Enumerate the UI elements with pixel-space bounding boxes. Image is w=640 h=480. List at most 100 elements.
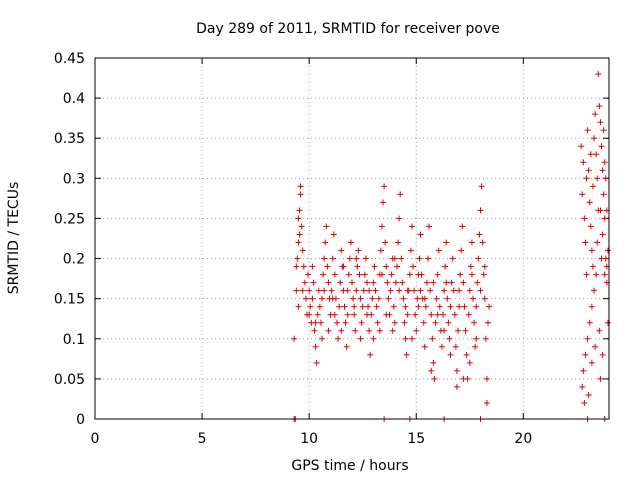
- y-tick-label: 0.25: [54, 211, 85, 227]
- data-point: [310, 279, 317, 286]
- data-point: [297, 183, 304, 190]
- data-point: [434, 271, 441, 278]
- data-point: [371, 263, 378, 270]
- data-point: [296, 231, 303, 238]
- data-point: [306, 311, 313, 318]
- data-point: [319, 295, 326, 302]
- data-point: [597, 375, 604, 382]
- data-point: [580, 367, 587, 374]
- data-point: [432, 319, 439, 326]
- data-point: [431, 375, 438, 382]
- data-point: [390, 303, 397, 310]
- data-point: [358, 319, 365, 326]
- data-point: [598, 143, 605, 150]
- data-point: [412, 311, 419, 318]
- data-point: [338, 247, 345, 254]
- data-point: [427, 287, 434, 294]
- data-point: [335, 335, 342, 342]
- data-point: [329, 295, 336, 302]
- y-tick-label: 0.05: [54, 372, 85, 388]
- data-point: [382, 239, 389, 246]
- data-point: [457, 271, 464, 278]
- data-point: [426, 223, 433, 230]
- data-point: [601, 215, 608, 222]
- data-point: [370, 279, 377, 286]
- data-point: [481, 263, 488, 270]
- data-point: [482, 335, 489, 342]
- x-tick-label: 0: [91, 431, 100, 447]
- data-point: [423, 279, 430, 286]
- data-point: [311, 327, 318, 334]
- data-point: [295, 215, 302, 222]
- data-point: [317, 319, 324, 326]
- data-point: [582, 239, 589, 246]
- data-point: [585, 391, 592, 398]
- data-point: [458, 247, 465, 254]
- data-point: [411, 287, 418, 294]
- x-tick-label: 5: [198, 431, 207, 447]
- data-point: [593, 271, 600, 278]
- data-point: [307, 303, 314, 310]
- y-tick-label: 0.2: [63, 252, 85, 268]
- data-point: [483, 375, 490, 382]
- data-point: [372, 287, 379, 294]
- data-point: [402, 335, 409, 342]
- data-point: [459, 223, 466, 230]
- data-point: [600, 191, 607, 198]
- data-point: [400, 295, 407, 302]
- data-point: [388, 271, 395, 278]
- data-point: [477, 207, 484, 214]
- data-point: [351, 311, 358, 318]
- data-point: [428, 367, 435, 374]
- data-point: [581, 399, 588, 406]
- data-point: [319, 335, 326, 342]
- data-point: [376, 327, 383, 334]
- data-point: [448, 279, 455, 286]
- data-point: [472, 343, 479, 350]
- data-point: [408, 335, 415, 342]
- data-point: [483, 399, 490, 406]
- data-point: [389, 327, 396, 334]
- data-point: [293, 263, 300, 270]
- data-point: [380, 199, 387, 206]
- data-point: [378, 271, 385, 278]
- data-point: [451, 311, 458, 318]
- data-point: [463, 351, 470, 358]
- data-point: [589, 263, 596, 270]
- data-point: [430, 359, 437, 366]
- data-point: [346, 255, 353, 262]
- data-point: [299, 287, 306, 294]
- data-point: [456, 287, 463, 294]
- data-point: [588, 359, 595, 366]
- data-point: [313, 359, 320, 366]
- data-point: [366, 327, 373, 334]
- y-axis-title: SRMTID / TECUs: [6, 182, 22, 295]
- data-point: [417, 287, 424, 294]
- x-axis-title: GPS time / hours: [291, 458, 408, 474]
- data-point: [588, 247, 595, 254]
- data-point: [578, 143, 585, 150]
- data-point: [363, 279, 370, 286]
- y-tick-label: 0.35: [54, 131, 85, 147]
- data-point: [462, 327, 469, 334]
- data-point: [323, 223, 330, 230]
- data-point: [468, 271, 475, 278]
- data-point: [360, 287, 367, 294]
- data-point: [599, 167, 606, 174]
- data-point: [393, 263, 400, 270]
- data-point: [466, 359, 473, 366]
- data-point: [391, 319, 398, 326]
- data-point: [468, 239, 475, 246]
- data-point: [430, 279, 437, 286]
- data-point: [407, 247, 414, 254]
- data-point: [344, 311, 351, 318]
- data-point: [370, 335, 377, 342]
- data-point: [396, 287, 403, 294]
- data-point: [365, 303, 372, 310]
- tick-label-layer: 0 0.05 0.1 0.15 0.2 0.25 0.3 0.35 0.4 0.45 0 5 10 15 2…: [54, 51, 532, 447]
- data-point: [397, 191, 404, 198]
- data-point: [473, 303, 480, 310]
- data-point: [399, 279, 406, 286]
- y-tick-label: 0.3: [63, 171, 85, 187]
- data-point: [324, 263, 331, 270]
